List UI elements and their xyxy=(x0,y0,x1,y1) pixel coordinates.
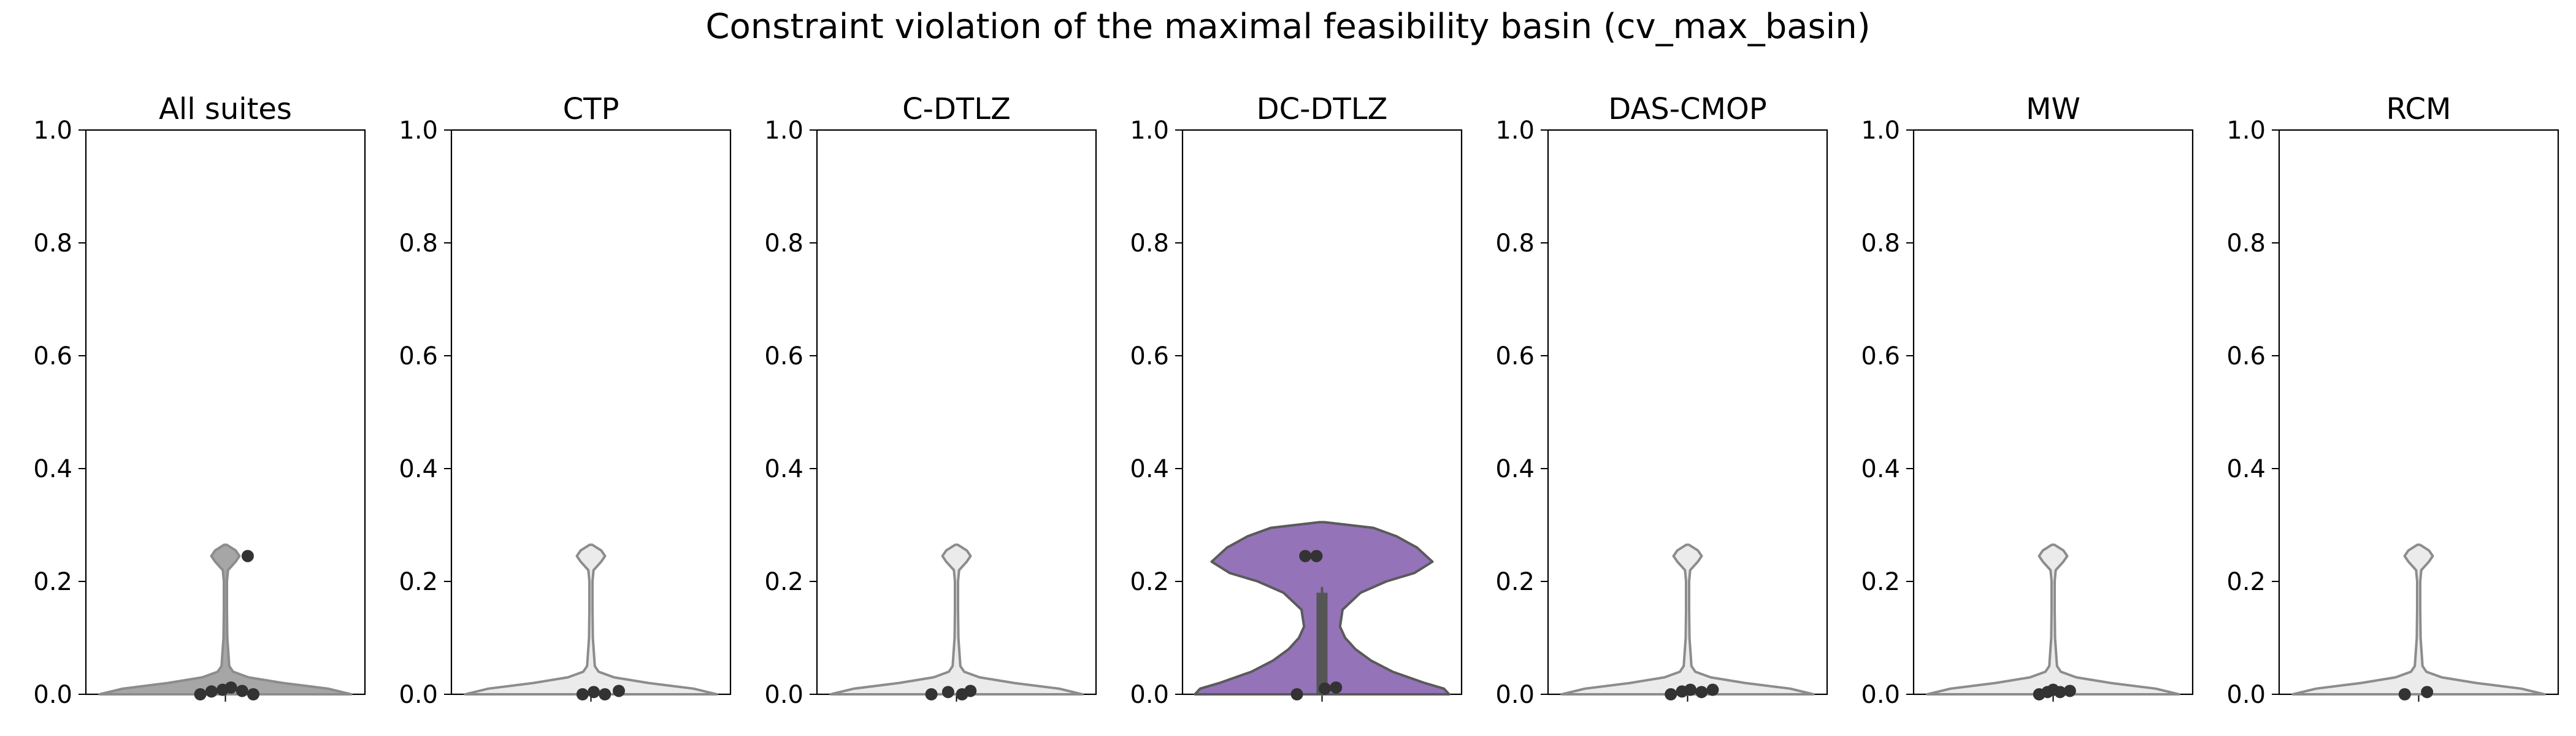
y-tick-label: 0.4 xyxy=(1130,455,1169,483)
panel-dc-dtlz: DC-DTLZ 0.0 0.2 0.4 0.6 0.8 1.0 xyxy=(1130,92,1463,709)
panel-rcm: RCM 0.0 0.2 0.4 0.6 0.8 1.0 xyxy=(2226,92,2559,709)
data-point xyxy=(2053,686,2066,699)
y-tick-label: 0.2 xyxy=(1495,568,1535,596)
data-point xyxy=(613,684,625,697)
y-tick-label: 0.8 xyxy=(764,229,803,258)
figure-title: Constraint violation of the maximal feas… xyxy=(705,7,1870,47)
panel-title: DC-DTLZ xyxy=(1257,92,1388,126)
panel-title: CTP xyxy=(563,92,619,126)
data-point xyxy=(247,688,259,700)
data-point xyxy=(1706,683,1719,696)
data-point xyxy=(964,684,977,697)
violin-box xyxy=(1316,592,1328,694)
y-tick-label: 0.2 xyxy=(33,568,72,596)
y-tick-label: 0.0 xyxy=(2226,681,2266,709)
y-tick-label: 0.0 xyxy=(1130,681,1169,709)
violin-body xyxy=(1560,543,1815,696)
data-point xyxy=(599,688,611,700)
data-point xyxy=(2398,688,2411,700)
data-point xyxy=(1330,681,1343,694)
data-point xyxy=(588,686,600,699)
y-tick-label: 0.4 xyxy=(1495,455,1535,483)
y-tick-label: 0.2 xyxy=(2226,568,2266,596)
y-tick-label: 1.0 xyxy=(764,117,803,145)
data-point xyxy=(1290,688,1303,700)
data-point xyxy=(941,686,954,699)
data-point xyxy=(1665,688,1677,700)
data-point xyxy=(1319,682,1332,695)
y-tick-label: 0.4 xyxy=(764,455,803,483)
y-tick-label: 1.0 xyxy=(399,117,438,145)
y-tick-label: 1.0 xyxy=(1130,117,1169,145)
y-tick-label: 0.0 xyxy=(1495,681,1535,709)
y-tick-label: 0.6 xyxy=(2226,342,2266,370)
y-tick-label: 0.2 xyxy=(1130,568,1169,596)
data-point xyxy=(205,685,218,698)
data-point xyxy=(2421,686,2434,699)
panel-das-cmop: DAS-CMOP 0.0 0.2 0.4 0.6 0.8 1.0 xyxy=(1495,92,1828,709)
y-tick-label: 0.4 xyxy=(1861,455,1900,483)
violin-body xyxy=(1926,543,2180,696)
y-tick-label: 0.0 xyxy=(764,681,803,709)
y-tick-label: 0.0 xyxy=(399,681,438,709)
panel-title: DAS-CMOP xyxy=(1608,92,1766,126)
y-tick-label: 0.4 xyxy=(33,455,72,483)
data-point xyxy=(241,550,254,562)
y-tick-label: 0.2 xyxy=(1861,568,1900,596)
data-point xyxy=(576,688,589,700)
y-tick-label: 0.8 xyxy=(2226,229,2266,258)
data-point xyxy=(224,681,237,694)
y-tick-label: 0.6 xyxy=(399,342,438,370)
y-tick-label: 0.8 xyxy=(1130,229,1169,258)
panel-c-dtlz: C-DTLZ 0.0 0.2 0.4 0.6 0.8 1.0 xyxy=(764,92,1097,709)
panels-group: All suites 0.0 0.2 0.4 0.6 0.8 1.0 CTP 0.0 0.2 0.4… xyxy=(33,92,2559,709)
violin-body xyxy=(464,543,718,696)
panel-title: C-DTLZ xyxy=(902,92,1011,126)
violin-body xyxy=(829,543,1084,696)
y-tick-label: 0.2 xyxy=(399,568,438,596)
y-tick-label: 0.8 xyxy=(1495,229,1535,258)
y-tick-label: 0.6 xyxy=(33,342,72,370)
y-tick-label: 1.0 xyxy=(2226,117,2266,145)
panel-title: MW xyxy=(2026,92,2080,126)
y-tick-label: 1.0 xyxy=(1861,117,1900,145)
data-point xyxy=(1310,550,1323,562)
data-point xyxy=(2063,684,2076,697)
data-point xyxy=(1684,683,1697,696)
panel-title: All suites xyxy=(159,92,292,126)
y-tick-label: 0.6 xyxy=(1861,342,1900,370)
y-tick-label: 0.0 xyxy=(33,681,72,709)
panel-ctp: CTP 0.0 0.2 0.4 0.6 0.8 1.0 xyxy=(399,92,732,709)
y-tick-label: 0.8 xyxy=(1861,229,1900,258)
y-tick-label: 0.4 xyxy=(2226,455,2266,483)
y-tick-label: 1.0 xyxy=(33,117,72,145)
violin-body xyxy=(98,543,353,696)
data-point xyxy=(1299,550,1312,562)
y-tick-label: 1.0 xyxy=(1495,117,1535,145)
y-tick-label: 0.6 xyxy=(764,342,803,370)
panel-all-suites: All suites 0.0 0.2 0.4 0.6 0.8 1.0 xyxy=(33,92,366,709)
data-point xyxy=(194,688,207,700)
y-tick-label: 0.8 xyxy=(33,229,72,258)
data-point xyxy=(236,684,248,697)
y-tick-label: 0.8 xyxy=(399,229,438,258)
y-tick-label: 0.6 xyxy=(1495,342,1535,370)
data-point xyxy=(1695,686,1708,699)
y-tick-label: 0.2 xyxy=(764,568,803,596)
y-tick-label: 0.6 xyxy=(1130,342,1169,370)
panel-mw: MW 0.0 0.2 0.4 0.6 0.8 1.0 xyxy=(1861,92,2194,709)
data-point xyxy=(925,688,938,700)
y-tick-label: 0.4 xyxy=(399,455,438,483)
y-tick-label: 0.0 xyxy=(1861,681,1900,709)
panel-title: RCM xyxy=(2386,92,2451,126)
violin-body xyxy=(2291,543,2546,696)
